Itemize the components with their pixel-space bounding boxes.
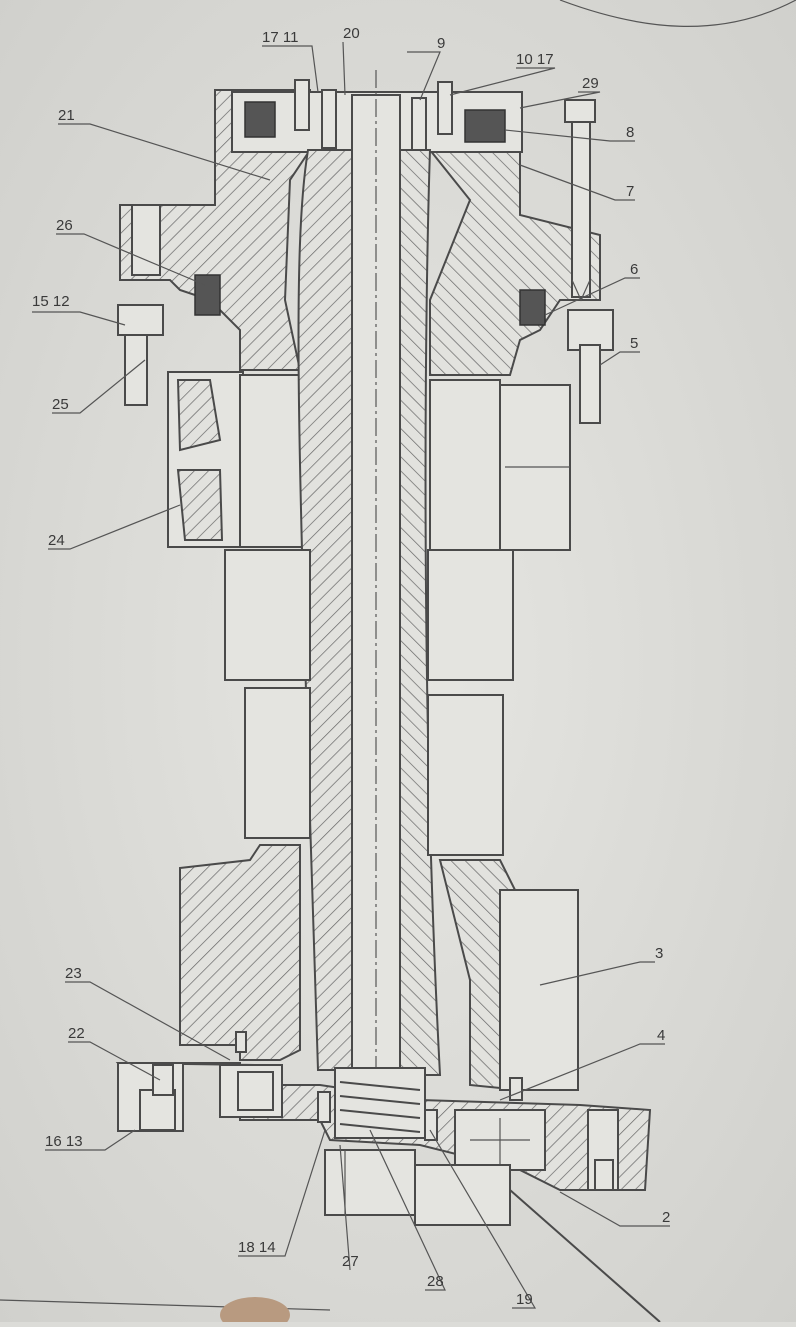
label-21: 21 [58, 107, 75, 124]
label-18-14: 18 14 [238, 1239, 276, 1256]
label-8: 8 [626, 124, 634, 141]
label-4: 4 [657, 1027, 665, 1044]
middle-body [224, 549, 514, 856]
label-23: 23 [65, 965, 82, 982]
label-19: 19 [516, 1291, 533, 1308]
label-24: 24 [48, 532, 65, 549]
label-5: 5 [630, 335, 638, 352]
label-9: 9 [437, 35, 445, 52]
label-28: 28 [427, 1273, 444, 1290]
label-6: 6 [630, 261, 638, 278]
label-20: 20 [343, 25, 360, 42]
label-2: 2 [662, 1209, 670, 1226]
label-16-13: 16 13 [45, 1133, 83, 1150]
label-29: 29 [582, 75, 599, 92]
label-15-12: 15 12 [32, 293, 70, 310]
finger-shadow [220, 1297, 290, 1327]
center-shaft [297, 70, 442, 1080]
label-26: 26 [56, 217, 73, 234]
label-17-11: 17 11 [262, 29, 298, 46]
label-27: 27 [342, 1253, 359, 1270]
label-3: 3 [655, 945, 663, 962]
upper-housing [117, 79, 614, 424]
leader-lines [32, 41, 670, 1309]
page-curl-line [559, 0, 796, 27]
label-25: 25 [52, 396, 69, 413]
lower-housing [115, 844, 661, 1323]
main-bearing [167, 371, 571, 551]
label-7: 7 [626, 183, 634, 200]
part-labels: 17 11 20 9 10 17 29 21 8 7 26 6 15 12 5 … [32, 25, 670, 1308]
label-22: 22 [68, 1025, 85, 1042]
label-10-17: 10 17 [516, 51, 554, 68]
